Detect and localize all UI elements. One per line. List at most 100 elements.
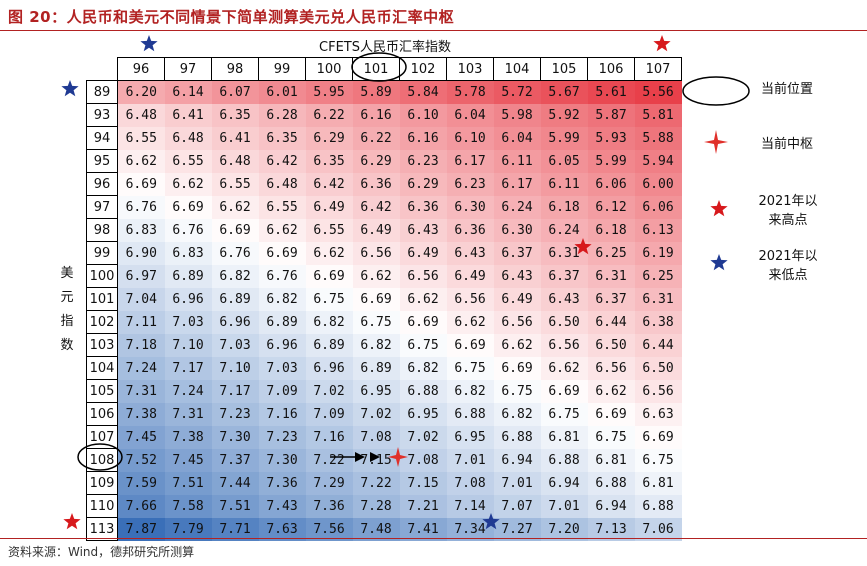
rate-cell: 7.03 (258, 356, 306, 380)
table-row: 96 6.69 6.62 6.55 6.48 6.42 6.36 6.29 6.23 6.17 6.… (86, 172, 682, 196)
row-header: 93 (86, 103, 118, 127)
table-row: 101 7.04 6.96 6.89 6.82 6.75 6.69 6.62 6.56 6.49 6… (86, 287, 682, 311)
rate-cell: 6.96 (258, 333, 306, 357)
rate-cell: 6.69 (399, 310, 447, 334)
rate-cell: 6.75 (399, 333, 447, 357)
rate-cell: 6.69 (211, 218, 259, 242)
rate-cell: 6.04 (493, 126, 541, 150)
rate-cell: 6.56 (493, 310, 541, 334)
rate-cell: 7.17 (211, 379, 259, 403)
rate-cell: 6.95 (446, 425, 494, 449)
rate-cell: 6.82 (446, 379, 494, 403)
column-header: 107 (634, 57, 682, 81)
rate-cell: 6.04 (446, 103, 494, 127)
rate-cell: 6.62 (540, 356, 588, 380)
rate-cell: 6.31 (587, 264, 635, 288)
rate-cell: 6.81 (587, 448, 635, 472)
rate-cell: 6.44 (587, 310, 635, 334)
rate-cell: 6.44 (634, 333, 682, 357)
rate-cell: 6.83 (117, 218, 165, 242)
rate-cell: 6.35 (258, 126, 306, 150)
legend-low-label: 2021年以 来低点 (758, 249, 818, 283)
rate-cell: 6.82 (305, 310, 353, 334)
legend-current-position-label: 当前位置 (760, 82, 813, 97)
rate-cell: 6.29 (399, 172, 447, 196)
rate-cell: 7.51 (164, 471, 212, 495)
rate-cell: 6.89 (352, 356, 400, 380)
rate-cell: 6.62 (305, 241, 353, 265)
rate-cell: 6.38 (634, 310, 682, 334)
row-header: 95 (86, 149, 118, 173)
rate-cell: 6.75 (634, 448, 682, 472)
rate-cell: 5.95 (305, 80, 353, 104)
rate-cell: 7.02 (399, 425, 447, 449)
rate-cell: 7.31 (164, 402, 212, 426)
rate-cell: 6.96 (164, 287, 212, 311)
rate-cell: 6.55 (211, 172, 259, 196)
rate-cell: 7.36 (305, 494, 353, 518)
rate-cell: 6.35 (211, 103, 259, 127)
column-header: 99 (258, 57, 306, 81)
x-axis-label: CFETS人民币汇率指数 (319, 40, 451, 55)
rate-cell: 6.69 (258, 241, 306, 265)
table-row: 113 7.87 7.79 7.71 7.63 7.56 7.48 7.41 7.34 7.27 7… (86, 517, 682, 541)
rate-cell: 6.24 (540, 218, 588, 242)
rate-cell: 7.23 (258, 425, 306, 449)
rate-cell: 7.31 (117, 379, 165, 403)
rate-cell: 7.66 (117, 494, 165, 518)
rate-cell: 6.11 (540, 172, 588, 196)
rate-cell: 7.22 (352, 471, 400, 495)
rate-cell: 6.12 (587, 195, 635, 219)
rate-cell: 5.61 (587, 80, 635, 104)
rate-cell: 6.55 (117, 126, 165, 150)
rate-cell: 6.14 (164, 80, 212, 104)
table-row: 97 6.76 6.69 6.62 6.55 6.49 6.42 6.36 6.30 6.24 6.… (86, 195, 682, 219)
row-header: 106 (86, 402, 118, 426)
table-row: 102 7.11 7.03 6.96 6.89 6.82 6.75 6.69 6.62 6.56 6… (86, 310, 682, 334)
table-row: 110 7.66 7.58 7.51 7.43 7.36 7.28 7.21 7.14 7.07 7… (86, 494, 682, 518)
rate-cell: 6.62 (493, 333, 541, 357)
rate-cell: 7.08 (446, 471, 494, 495)
rate-cell: 6.82 (211, 264, 259, 288)
column-header: 100 (305, 57, 353, 81)
table-row: 105 7.31 7.24 7.17 7.09 7.02 6.95 6.88 6.82 6.75 6… (86, 379, 682, 403)
rate-cell: 6.49 (352, 218, 400, 242)
row-header: 108 (86, 448, 118, 472)
rate-cell: 6.62 (399, 287, 447, 311)
rate-cell: 6.94 (540, 471, 588, 495)
rate-cell: 6.63 (634, 402, 682, 426)
rate-cell: 6.25 (634, 264, 682, 288)
rate-cell: 6.07 (211, 80, 259, 104)
rate-cell: 6.88 (634, 494, 682, 518)
rate-cell: 6.55 (164, 149, 212, 173)
rate-cell: 7.58 (164, 494, 212, 518)
rate-cell: 6.42 (258, 149, 306, 173)
rate-cell: 6.50 (540, 310, 588, 334)
rate-cell: 7.10 (164, 333, 212, 357)
rate-cell: 6.56 (446, 287, 494, 311)
rate-cell: 7.18 (117, 333, 165, 357)
rate-cell: 5.93 (587, 126, 635, 150)
table-row: 94 6.55 6.48 6.41 6.35 6.29 6.22 6.16 6.10 6.04 5.… (86, 126, 682, 150)
table-row: 93 6.48 6.41 6.35 6.28 6.22 6.16 6.10 6.04 5.98 5.… (86, 103, 682, 127)
rate-cell: 7.24 (117, 356, 165, 380)
rate-cell: 6.24 (493, 195, 541, 219)
rate-cell: 6.41 (211, 126, 259, 150)
row-header: 94 (86, 126, 118, 150)
rate-cell: 7.15 (352, 448, 400, 472)
rate-cell: 6.69 (540, 379, 588, 403)
rate-cell: 7.45 (164, 448, 212, 472)
rate-cell: 6.23 (446, 172, 494, 196)
rate-cell: 7.08 (399, 448, 447, 472)
rate-cell: 6.37 (587, 287, 635, 311)
rate-cell: 5.88 (634, 126, 682, 150)
table-row: 103 7.18 7.10 7.03 6.96 6.89 6.82 6.75 6.69 6.62 6… (86, 333, 682, 357)
legend-current-central-label: 当前中枢 (760, 137, 813, 152)
rate-cell: 6.48 (211, 149, 259, 173)
table-row: 100 6.97 6.89 6.82 6.76 6.69 6.62 6.56 6.49 6.43 6… (86, 264, 682, 288)
row-header: 110 (86, 494, 118, 518)
rate-cell: 5.99 (587, 149, 635, 173)
rate-cell: 6.75 (352, 310, 400, 334)
rate-cell: 6.90 (117, 241, 165, 265)
table-row: 99 6.90 6.83 6.76 6.69 6.62 6.56 6.49 6.43 6.37 6.… (86, 241, 682, 265)
